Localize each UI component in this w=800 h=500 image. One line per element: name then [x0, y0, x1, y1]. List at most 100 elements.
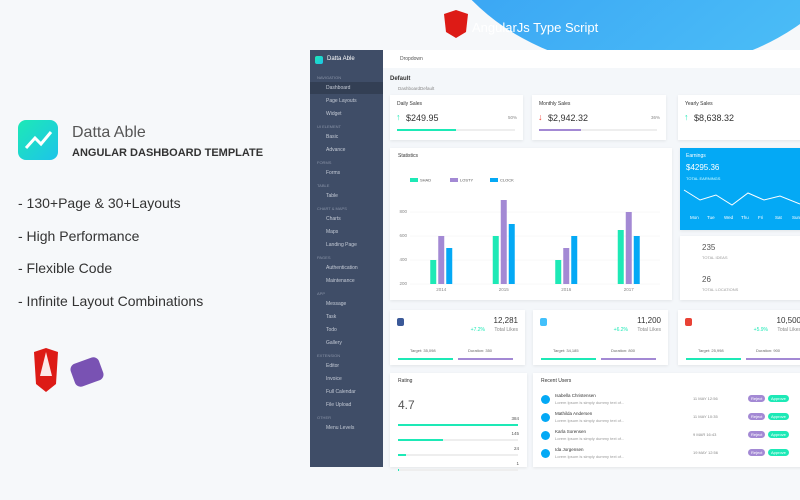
- day-label: Tue: [707, 215, 715, 220]
- sidebar-item-label[interactable]: Maps: [326, 229, 339, 235]
- breadcrumb[interactable]: Default: [420, 86, 435, 91]
- sidebar-item-label[interactable]: Invoice: [326, 376, 342, 382]
- action-button[interactable]: Approve: [768, 413, 789, 420]
- social-target: Target: 34,185: [553, 348, 579, 353]
- sidebar-item-label[interactable]: Dashboard: [326, 85, 351, 91]
- sidebar-item-label[interactable]: Basic: [326, 134, 339, 140]
- feature: - High Performance: [18, 227, 140, 244]
- sidebar-item[interactable]: Menu Levels: [310, 422, 383, 434]
- rating-score: 4.7: [398, 398, 415, 412]
- action-button[interactable]: Approve: [768, 395, 789, 402]
- social-duration: Duration: 350: [468, 348, 493, 353]
- logo-icon: [24, 131, 53, 150]
- social-card: 10,500 +5.9% Total Likes Target: 25,998 Dura…: [678, 310, 800, 365]
- user-date: 11 MAY 12:56: [693, 396, 718, 401]
- social-target: Target: 35,098: [410, 348, 436, 353]
- action-button[interactable]: Approve: [768, 449, 789, 456]
- social-bar: [398, 358, 453, 360]
- rating-track: [398, 469, 518, 471]
- user-date: 9 MAR 16:43: [693, 432, 717, 437]
- sidebar-item[interactable]: Page Layouts: [310, 95, 383, 107]
- angular-mark: [40, 352, 52, 376]
- sidebar-item[interactable]: Task: [310, 311, 383, 323]
- breadcrumb[interactable]: Dashboard: [398, 86, 421, 91]
- sidebar-item-label[interactable]: Table: [326, 193, 338, 199]
- sidebar-item[interactable]: Maintenance: [310, 275, 383, 287]
- sidebar-item[interactable]: Invoice: [310, 373, 383, 385]
- user-name: Isabella Christensen: [555, 393, 596, 398]
- action-button[interactable]: Reject: [748, 395, 766, 402]
- user-date: 19 MAY 12:56: [693, 450, 718, 455]
- action-button[interactable]: Reject: [748, 449, 766, 456]
- social-card: 12,281 +7.2% Total Likes Target: 35,098 Dura…: [390, 310, 525, 365]
- social-value: 10,500: [776, 316, 800, 325]
- progress-bar: [539, 129, 582, 131]
- sidebar-item-label[interactable]: Advance: [326, 147, 346, 153]
- sidebar-item[interactable]: Todo: [310, 324, 383, 336]
- sidebar-item-label[interactable]: Message: [326, 301, 347, 307]
- user-text: Lorem Ipsum is simply dummy text of...: [555, 454, 625, 459]
- social-icon: [685, 318, 692, 326]
- sidebar-item[interactable]: Message: [310, 298, 383, 310]
- social-bar: [686, 358, 741, 360]
- sidebar-item-label[interactable]: Maintenance: [326, 278, 355, 284]
- social-card: 11,200 +6.2% Total Likes Target: 34,185 Dura…: [533, 310, 668, 365]
- sidebar-item[interactable]: Forms: [310, 167, 383, 179]
- sidebar-item[interactable]: Landing Page: [310, 239, 383, 251]
- card-title: Monthly Sales: [539, 101, 571, 107]
- sidebar-header: TABLE: [317, 183, 330, 188]
- rating-count: 1: [516, 461, 519, 466]
- user-text: Lorem Ipsum is simply dummy text of...: [555, 400, 625, 405]
- action-button[interactable]: Reject: [748, 431, 766, 438]
- rating-count: 24: [513, 446, 519, 451]
- sidebar-item-label[interactable]: Full Calendar: [326, 389, 356, 395]
- total-label: TOTAL LOCATIONS: [702, 287, 739, 292]
- sidebar-item[interactable]: Editor: [310, 360, 383, 372]
- sidebar-item-label[interactable]: Charts: [326, 216, 341, 222]
- sidebar-item-label[interactable]: Page Layouts: [326, 98, 357, 104]
- sidebar-item-label[interactable]: Forms: [326, 170, 341, 176]
- sidebar-item[interactable]: Table: [310, 190, 383, 202]
- rating-count: 145: [511, 431, 519, 436]
- sidebar-item-label[interactable]: Editor: [326, 363, 340, 369]
- banner-text: AngularJs Type Script: [472, 20, 599, 35]
- total-value: 235: [702, 243, 716, 252]
- sidebar-item[interactable]: Basic: [310, 131, 383, 143]
- sidebar-item-label[interactable]: File Upload: [326, 402, 352, 408]
- social-icon: [397, 318, 404, 326]
- feature: - Flexible Code: [18, 260, 113, 276]
- sidebar-item[interactable]: Gallery: [310, 337, 383, 349]
- progress-track: [539, 129, 657, 131]
- subtitle: ANGULAR DASHBOARD TEMPLATE: [72, 147, 264, 159]
- sidebar-item[interactable]: Widget: [310, 108, 383, 120]
- sidebar-item[interactable]: Dashboard: [310, 82, 383, 94]
- sidebar-item-label[interactable]: Widget: [326, 111, 342, 117]
- sidebar-header: PAGES: [317, 255, 331, 260]
- social-value: 11,200: [637, 316, 661, 325]
- card-title: Earnings: [686, 153, 706, 159]
- sidebar-item[interactable]: Maps: [310, 226, 383, 238]
- earnings-card: Earnings $4295.36 TOTAL EARNINGS Mon Tue Wed T…: [680, 148, 800, 230]
- sidebar-item-label[interactable]: Gallery: [326, 340, 342, 346]
- trend-arrow: ↓: [538, 112, 543, 122]
- sidebar-item[interactable]: Authentication: [310, 262, 383, 274]
- sidebar-item[interactable]: Charts: [310, 213, 383, 225]
- sidebar-item[interactable]: Advance: [310, 144, 383, 156]
- topbar-menu[interactable]: Dropdown: [400, 56, 423, 62]
- progress-bar: [397, 129, 456, 131]
- action-button[interactable]: Reject: [748, 413, 766, 420]
- sidebar-item-label[interactable]: Todo: [326, 327, 337, 333]
- sidebar-item-label[interactable]: Menu Levels: [326, 425, 355, 431]
- sidebar: [310, 50, 383, 467]
- sidebar-item-label[interactable]: Task: [326, 314, 337, 320]
- action-button[interactable]: Approve: [768, 431, 789, 438]
- avatar: [541, 431, 550, 440]
- social-icon: [540, 318, 547, 326]
- social-caption: Total Likes: [637, 327, 661, 333]
- sidebar-item[interactable]: Full Calendar: [310, 386, 383, 398]
- sidebar-item-label[interactable]: Authentication: [326, 265, 358, 271]
- sidebar-item-label[interactable]: Landing Page: [326, 242, 357, 248]
- rating-count: 384: [511, 416, 519, 421]
- sidebar-item[interactable]: File Upload: [310, 399, 383, 411]
